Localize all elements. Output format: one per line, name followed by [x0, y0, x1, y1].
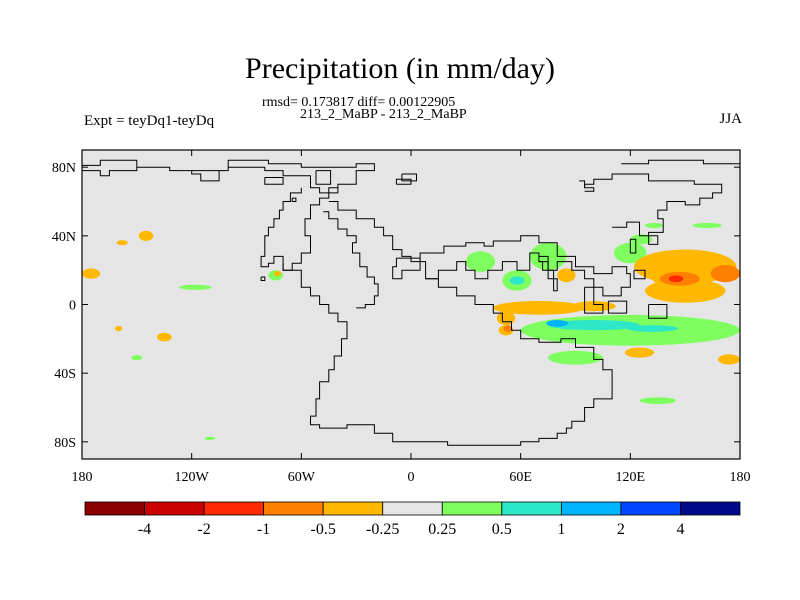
- x-tick-label-5: 120E: [616, 470, 646, 485]
- anomaly-patch-33: [624, 347, 655, 358]
- chart-title: Precipitation (in mm/day): [245, 52, 555, 85]
- colorbar-box-6: [441, 501, 503, 516]
- colorbar-box-2: [203, 501, 265, 516]
- season-label: JJA: [719, 111, 742, 127]
- colorbar-box-10: [680, 501, 741, 516]
- colorbar-box-0: [84, 501, 145, 516]
- anomaly-patch-30: [626, 325, 678, 332]
- anomaly-patch-5: [114, 325, 123, 332]
- colorbar-box-7: [501, 501, 562, 516]
- coastline-21: [633, 269, 646, 280]
- anomaly-patch-6: [131, 355, 143, 361]
- coastline-9: [323, 211, 379, 309]
- anomaly-patch-14: [557, 268, 576, 283]
- x-tick-label-4: 60E: [509, 470, 532, 485]
- x-tick-label-6: 180: [730, 470, 751, 485]
- y-tick-label-3: 40S: [54, 367, 76, 382]
- coastline-15: [648, 304, 668, 319]
- colorbar-box-8: [560, 501, 622, 516]
- coastlines: [82, 159, 740, 446]
- anomaly-patch-23: [493, 301, 585, 315]
- anomaly-patch-1: [138, 230, 154, 241]
- y-tick-label-2: 0: [69, 299, 76, 314]
- anomaly-patch-3: [178, 284, 212, 290]
- coastline-20: [621, 159, 740, 165]
- coastline-13: [584, 286, 604, 314]
- colorbar-label-7: 1: [557, 521, 565, 538]
- anomaly-patch-32: [548, 350, 603, 365]
- colorbar-label-0: -4: [138, 521, 151, 538]
- colorbar-box-4: [322, 501, 384, 516]
- anomaly-patch-22: [710, 265, 740, 283]
- colorbar-label-5: 0.25: [428, 521, 456, 538]
- coastline-19: [579, 180, 595, 192]
- anomaly-patch-35: [639, 397, 677, 404]
- colorbar-label-2: -1: [257, 521, 270, 538]
- colorbar-label-3: -0.5: [311, 521, 336, 538]
- case-label: 213_2_MaBP - 213_2_MaBP: [300, 107, 467, 122]
- coastline-8: [282, 201, 613, 446]
- anomaly-patch-10: [465, 251, 496, 272]
- coastline-7: [260, 187, 338, 271]
- anomaly-patch-31: [546, 320, 569, 327]
- x-tick-label-0: 180: [72, 470, 93, 485]
- coastline-5: [291, 197, 297, 202]
- colorbar-box-1: [144, 501, 205, 516]
- colorbar-label-6: 0.5: [492, 521, 512, 538]
- anomaly-patch-2: [116, 240, 128, 246]
- coastline-11: [392, 258, 421, 280]
- axes: 180 120W 60W 0 60E 120E 180 80N 40N 0 40S 80S: [52, 150, 751, 485]
- coastline-12: [538, 255, 558, 292]
- anomaly-patch-27: [503, 325, 513, 332]
- anomaly-patch-24: [571, 301, 616, 312]
- coastline-4: [401, 173, 417, 182]
- y-tick-label-1: 40N: [52, 230, 76, 245]
- colorbar-label-4: -0.25: [366, 521, 399, 538]
- coastline-0: [82, 159, 375, 194]
- anomaly-patch-4: [157, 332, 172, 342]
- anomaly-patch-34: [718, 354, 740, 365]
- coastline-2: [315, 170, 332, 185]
- anomaly-patch-36: [645, 222, 664, 229]
- x-tick-label-3: 0: [408, 470, 415, 485]
- anomaly-patch-29: [548, 320, 640, 331]
- anomaly-patch-0: [82, 268, 101, 279]
- colorbar-box-3: [263, 501, 324, 516]
- colorbar-label-9: 4: [677, 521, 685, 538]
- y-tick-label-4: 80S: [54, 436, 76, 451]
- anomaly-patch-21: [668, 275, 684, 283]
- coastline-10: [396, 235, 631, 297]
- coastline-18: [584, 173, 723, 237]
- colorbar: -4 -2 -1 -0.5 -0.25 0.25 0.5 1 2 4: [84, 501, 741, 538]
- coastline-17: [648, 235, 659, 245]
- plot-background: [82, 150, 740, 459]
- stats-line: rmsd= 0.173817 diff= 0.00122905: [262, 95, 456, 110]
- colorbar-box-5: [382, 501, 443, 516]
- experiment-label: Expt = teyDq1-teyDq: [84, 113, 215, 129]
- x-tick-label-1: 120W: [175, 470, 210, 485]
- anomaly-patch-9: [273, 271, 282, 277]
- coastline-3: [395, 178, 412, 185]
- anomaly-patch-7: [204, 436, 216, 441]
- anomaly-patch-28: [520, 314, 740, 346]
- coastline-16: [629, 238, 637, 254]
- x-tick-label-2: 60W: [288, 470, 316, 485]
- anomaly-patch-12: [509, 276, 525, 285]
- colorbar-label-8: 2: [617, 521, 625, 538]
- colorbar-box-9: [620, 501, 681, 516]
- y-tick-label-0: 80N: [52, 161, 76, 176]
- colorbar-label-1: -2: [197, 521, 210, 538]
- contour-fields: [82, 222, 740, 441]
- coastline-1: [264, 177, 284, 185]
- coastline-6: [260, 276, 266, 281]
- anomaly-patch-37: [692, 222, 722, 229]
- coastline-14: [607, 300, 628, 314]
